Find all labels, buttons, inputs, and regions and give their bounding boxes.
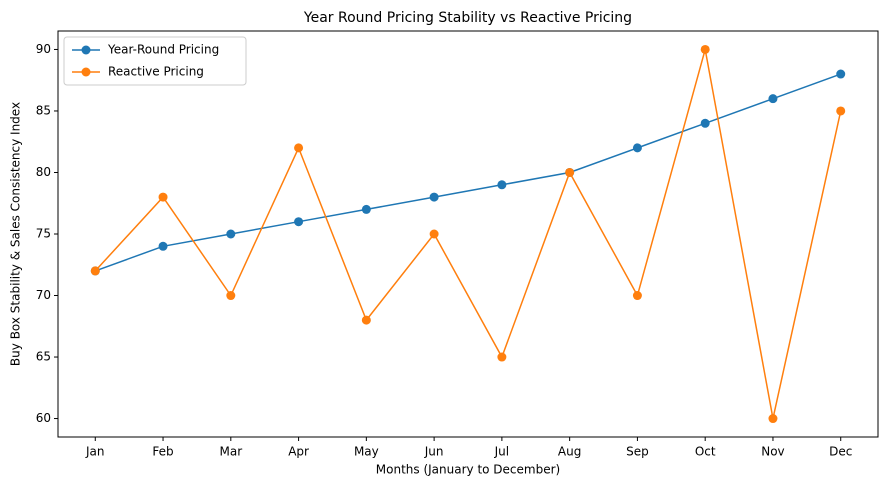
x-tick-label: Aug (558, 445, 581, 459)
point (768, 414, 778, 424)
x-tick-label: May (354, 445, 379, 459)
y-tick-label: 80 (36, 165, 51, 179)
point (700, 44, 710, 54)
x-tick-label: Nov (761, 445, 784, 459)
y-axis-label: Buy Box Stability & Sales Consistency In… (9, 102, 23, 366)
chart-title: Year Round Pricing Stability vs Reactive… (303, 10, 632, 26)
point (226, 291, 236, 301)
x-tick-label: Sep (626, 445, 649, 459)
legend-label: Year-Round Pricing (107, 43, 219, 57)
point (565, 167, 575, 177)
legend-marker (81, 67, 91, 77)
y-tick-label: 75 (36, 227, 51, 241)
point (497, 352, 507, 362)
x-tick-label: Dec (829, 445, 852, 459)
point (836, 106, 846, 116)
x-tick-label: Apr (288, 445, 309, 459)
point (226, 229, 236, 239)
plot-frame (57, 30, 879, 438)
point (768, 94, 778, 104)
y-tick-label: 65 (36, 350, 51, 364)
point (700, 118, 710, 128)
point (158, 192, 168, 202)
point (429, 192, 439, 202)
point (836, 69, 846, 79)
series-line (94, 49, 842, 419)
x-tick-label: Feb (152, 445, 173, 459)
point (158, 241, 168, 251)
point (361, 315, 371, 325)
x-tick-label: Mar (219, 445, 242, 459)
point (90, 266, 100, 276)
legend-label: Reactive Pricing (108, 65, 204, 79)
point (361, 204, 371, 214)
point (294, 143, 304, 153)
point (294, 217, 304, 227)
x-tick-label: Jul (494, 445, 509, 459)
series-line (95, 73, 841, 272)
point (632, 143, 642, 153)
y-tick-label: 85 (36, 103, 51, 117)
point (497, 180, 507, 190)
x-tick-label: Oct (695, 445, 716, 459)
x-tick-label: Jan (85, 445, 105, 459)
x-tick-label: Jun (424, 445, 444, 459)
y-tick-label: 90 (36, 42, 51, 56)
y-tick-label: 70 (36, 288, 51, 302)
point (632, 291, 642, 301)
legend-box (63, 36, 247, 86)
point (429, 229, 439, 239)
x-axis-label: Months (January to December) (376, 463, 560, 477)
legend-marker (81, 45, 91, 55)
y-tick-label: 60 (36, 411, 51, 425)
